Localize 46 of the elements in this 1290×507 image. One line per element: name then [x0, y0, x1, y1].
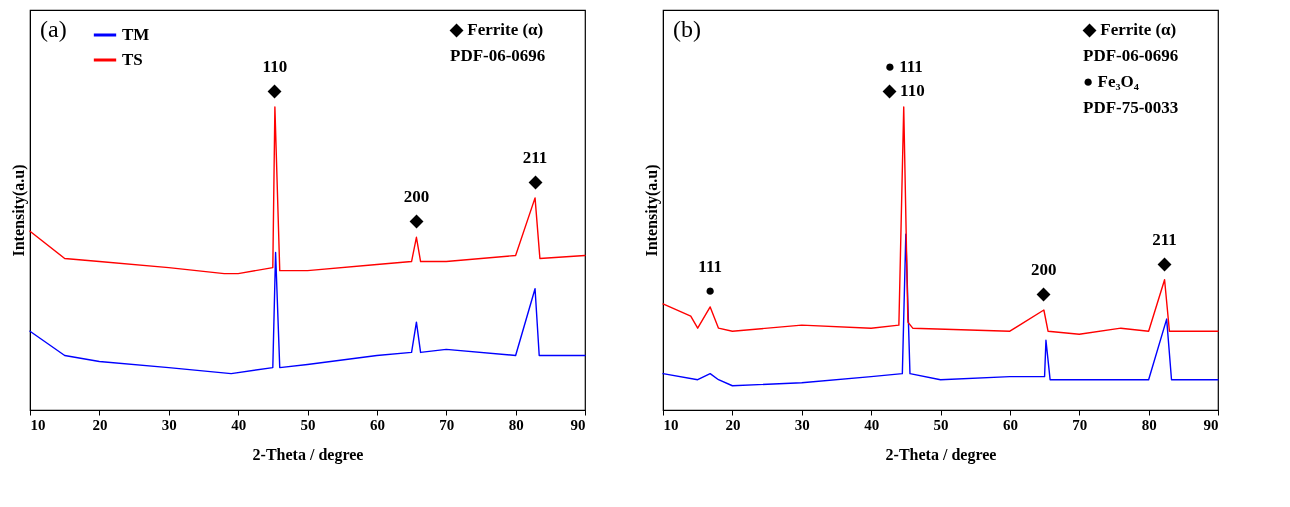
- annotation: ◆: [408, 211, 424, 231]
- chart-title: (a): [40, 16, 67, 42]
- x-tick-label: 90: [570, 416, 586, 433]
- x-tick-label: 60: [369, 416, 385, 433]
- annotation: 211: [1152, 229, 1177, 249]
- x-tick-label: 30: [161, 416, 177, 433]
- x-tick-label: 50: [933, 416, 949, 433]
- annotation: ◆: [267, 80, 283, 100]
- annotation: PDF-75-0033: [1083, 98, 1179, 117]
- x-tick-label: 20: [92, 416, 108, 433]
- x-tick-label: 20: [725, 416, 741, 433]
- x-tick-label: 80: [508, 416, 524, 433]
- x-tick-label: 30: [794, 416, 810, 433]
- annotation: 200: [1031, 260, 1057, 279]
- x-tick-label: 80: [1141, 416, 1157, 433]
- legend-label: TS: [122, 50, 143, 69]
- x-tick-label: 70: [439, 416, 455, 433]
- annotation: ◆ 110: [881, 80, 925, 100]
- annotation: 111: [698, 256, 722, 276]
- x-tick-label: 10: [30, 416, 46, 433]
- x-tick-label: 60: [1002, 416, 1018, 433]
- annotation: 110: [262, 56, 288, 76]
- x-axis-title: 2-Theta / degree: [885, 445, 997, 464]
- legend-label: TM: [122, 25, 150, 44]
- annotation: ◆: [1036, 284, 1052, 303]
- x-axis-title: 2-Theta / degree: [252, 445, 364, 464]
- x-tick-label: 90: [1203, 416, 1219, 433]
- text: PDF-06-0696: [1083, 46, 1179, 65]
- x-tick-label: 10: [663, 416, 679, 433]
- x-tick-label: 50: [300, 416, 316, 433]
- y-axis-title: Intensity(a.u): [9, 164, 28, 257]
- text: ◆ Ferrite (α): [1082, 20, 1177, 39]
- x-tick-label: 70: [1072, 416, 1088, 433]
- chart-title: (b): [673, 16, 701, 42]
- annotation: 200: [403, 187, 430, 207]
- annotation: ◆: [527, 171, 543, 191]
- annotation: ● 111: [884, 56, 923, 76]
- y-axis-title: Intensity(a.u): [642, 164, 661, 257]
- annotation: ●: [705, 280, 716, 300]
- x-tick-label: 40: [231, 416, 247, 433]
- text: PDF-06-0696: [450, 46, 546, 65]
- text: ◆ Ferrite (α): [449, 20, 544, 39]
- annotation: ◆: [1157, 253, 1173, 273]
- text: ● Fe₃O₄: [1083, 72, 1139, 91]
- x-tick-label: 40: [864, 416, 880, 433]
- annotation: 211: [522, 147, 548, 167]
